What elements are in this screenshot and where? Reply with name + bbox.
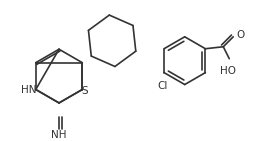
Text: HN: HN [21, 84, 36, 94]
Text: O: O [236, 30, 244, 40]
Text: NH: NH [51, 130, 67, 140]
Text: Cl: Cl [158, 81, 168, 91]
Text: S: S [81, 85, 88, 95]
Text: HO: HO [220, 66, 236, 76]
